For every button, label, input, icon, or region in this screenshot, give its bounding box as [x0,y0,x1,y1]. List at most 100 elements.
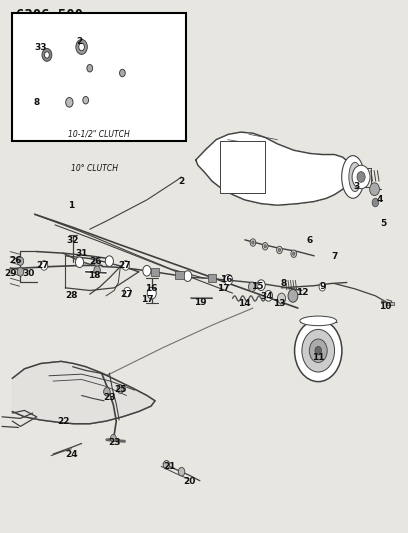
Ellipse shape [300,316,337,326]
Circle shape [147,287,156,299]
Circle shape [291,250,297,257]
Text: 6306 500: 6306 500 [16,8,83,22]
Circle shape [122,261,129,270]
Circle shape [40,261,48,270]
Text: 19: 19 [194,298,206,307]
Circle shape [17,257,24,265]
Circle shape [277,293,286,304]
Text: 17: 17 [141,295,153,304]
Circle shape [252,241,254,244]
Circle shape [264,245,266,248]
Text: 15: 15 [251,282,263,291]
Circle shape [105,256,113,266]
Circle shape [278,248,281,252]
Text: 23: 23 [103,393,115,401]
Text: 26: 26 [90,257,102,265]
Circle shape [75,257,84,268]
Circle shape [66,98,73,107]
Circle shape [262,243,268,250]
Text: 13: 13 [273,300,286,308]
Circle shape [352,165,370,189]
Circle shape [295,320,342,382]
Bar [387,302,394,305]
Text: 12: 12 [296,288,308,296]
Circle shape [319,282,326,291]
Ellipse shape [341,156,364,198]
Circle shape [302,329,335,372]
Text: 33: 33 [35,44,47,52]
Text: 5: 5 [380,220,387,228]
Circle shape [250,239,256,246]
Circle shape [94,266,100,274]
Text: 27: 27 [118,261,131,270]
Circle shape [370,183,379,196]
Text: 8: 8 [33,98,40,107]
Text: 1: 1 [68,201,75,209]
Text: 8: 8 [280,279,287,288]
Circle shape [87,64,93,72]
Circle shape [79,43,84,51]
Text: 16: 16 [145,285,157,293]
Text: 10° CLUTCH: 10° CLUTCH [71,165,118,173]
Circle shape [178,467,185,476]
Bar [175,271,184,279]
Circle shape [124,287,131,297]
Circle shape [372,198,379,207]
Text: 9: 9 [319,282,326,291]
Circle shape [293,252,295,255]
Ellipse shape [349,162,361,191]
Text: 34: 34 [260,293,273,301]
Text: 31: 31 [75,249,88,257]
Text: 2: 2 [178,177,185,185]
Circle shape [264,290,273,301]
Text: 22: 22 [57,417,69,425]
Circle shape [117,385,124,393]
Circle shape [248,282,256,292]
Text: 26: 26 [9,256,22,264]
Circle shape [184,271,192,281]
Circle shape [224,274,233,285]
Circle shape [357,172,365,182]
Circle shape [42,49,52,61]
Circle shape [315,346,322,355]
Bar [208,274,216,282]
Circle shape [288,289,298,302]
Text: 16: 16 [220,275,233,284]
Text: 6: 6 [307,237,313,245]
Bar [220,141,265,193]
Bar [12,13,186,141]
Text: 18: 18 [88,271,100,280]
Circle shape [111,434,116,442]
Circle shape [120,69,125,77]
Text: 2: 2 [76,37,83,46]
Text: 10: 10 [379,302,392,311]
Text: 11: 11 [312,353,324,361]
Text: 29: 29 [4,269,16,278]
Text: 30: 30 [22,269,35,278]
Text: 7: 7 [331,253,338,261]
Circle shape [83,96,89,104]
Text: 21: 21 [163,462,175,471]
Circle shape [277,246,282,254]
Text: 3: 3 [354,182,360,191]
Text: 17: 17 [217,285,230,293]
Text: 32: 32 [67,237,79,245]
Bar [151,268,159,276]
Text: 4: 4 [376,196,383,204]
Polygon shape [196,132,351,205]
Text: 10-1/2" CLUTCH: 10-1/2" CLUTCH [68,129,130,138]
Text: 25: 25 [114,385,126,393]
Text: 24: 24 [65,450,78,458]
Circle shape [257,280,265,290]
Circle shape [104,387,110,396]
Polygon shape [12,361,155,424]
Circle shape [163,461,170,469]
Text: 27: 27 [120,290,133,298]
Text: 14: 14 [239,300,251,308]
Text: 20: 20 [184,477,196,486]
Circle shape [76,39,87,54]
Circle shape [94,258,100,266]
Circle shape [309,339,327,362]
Text: 23: 23 [108,438,120,447]
Circle shape [143,265,151,276]
